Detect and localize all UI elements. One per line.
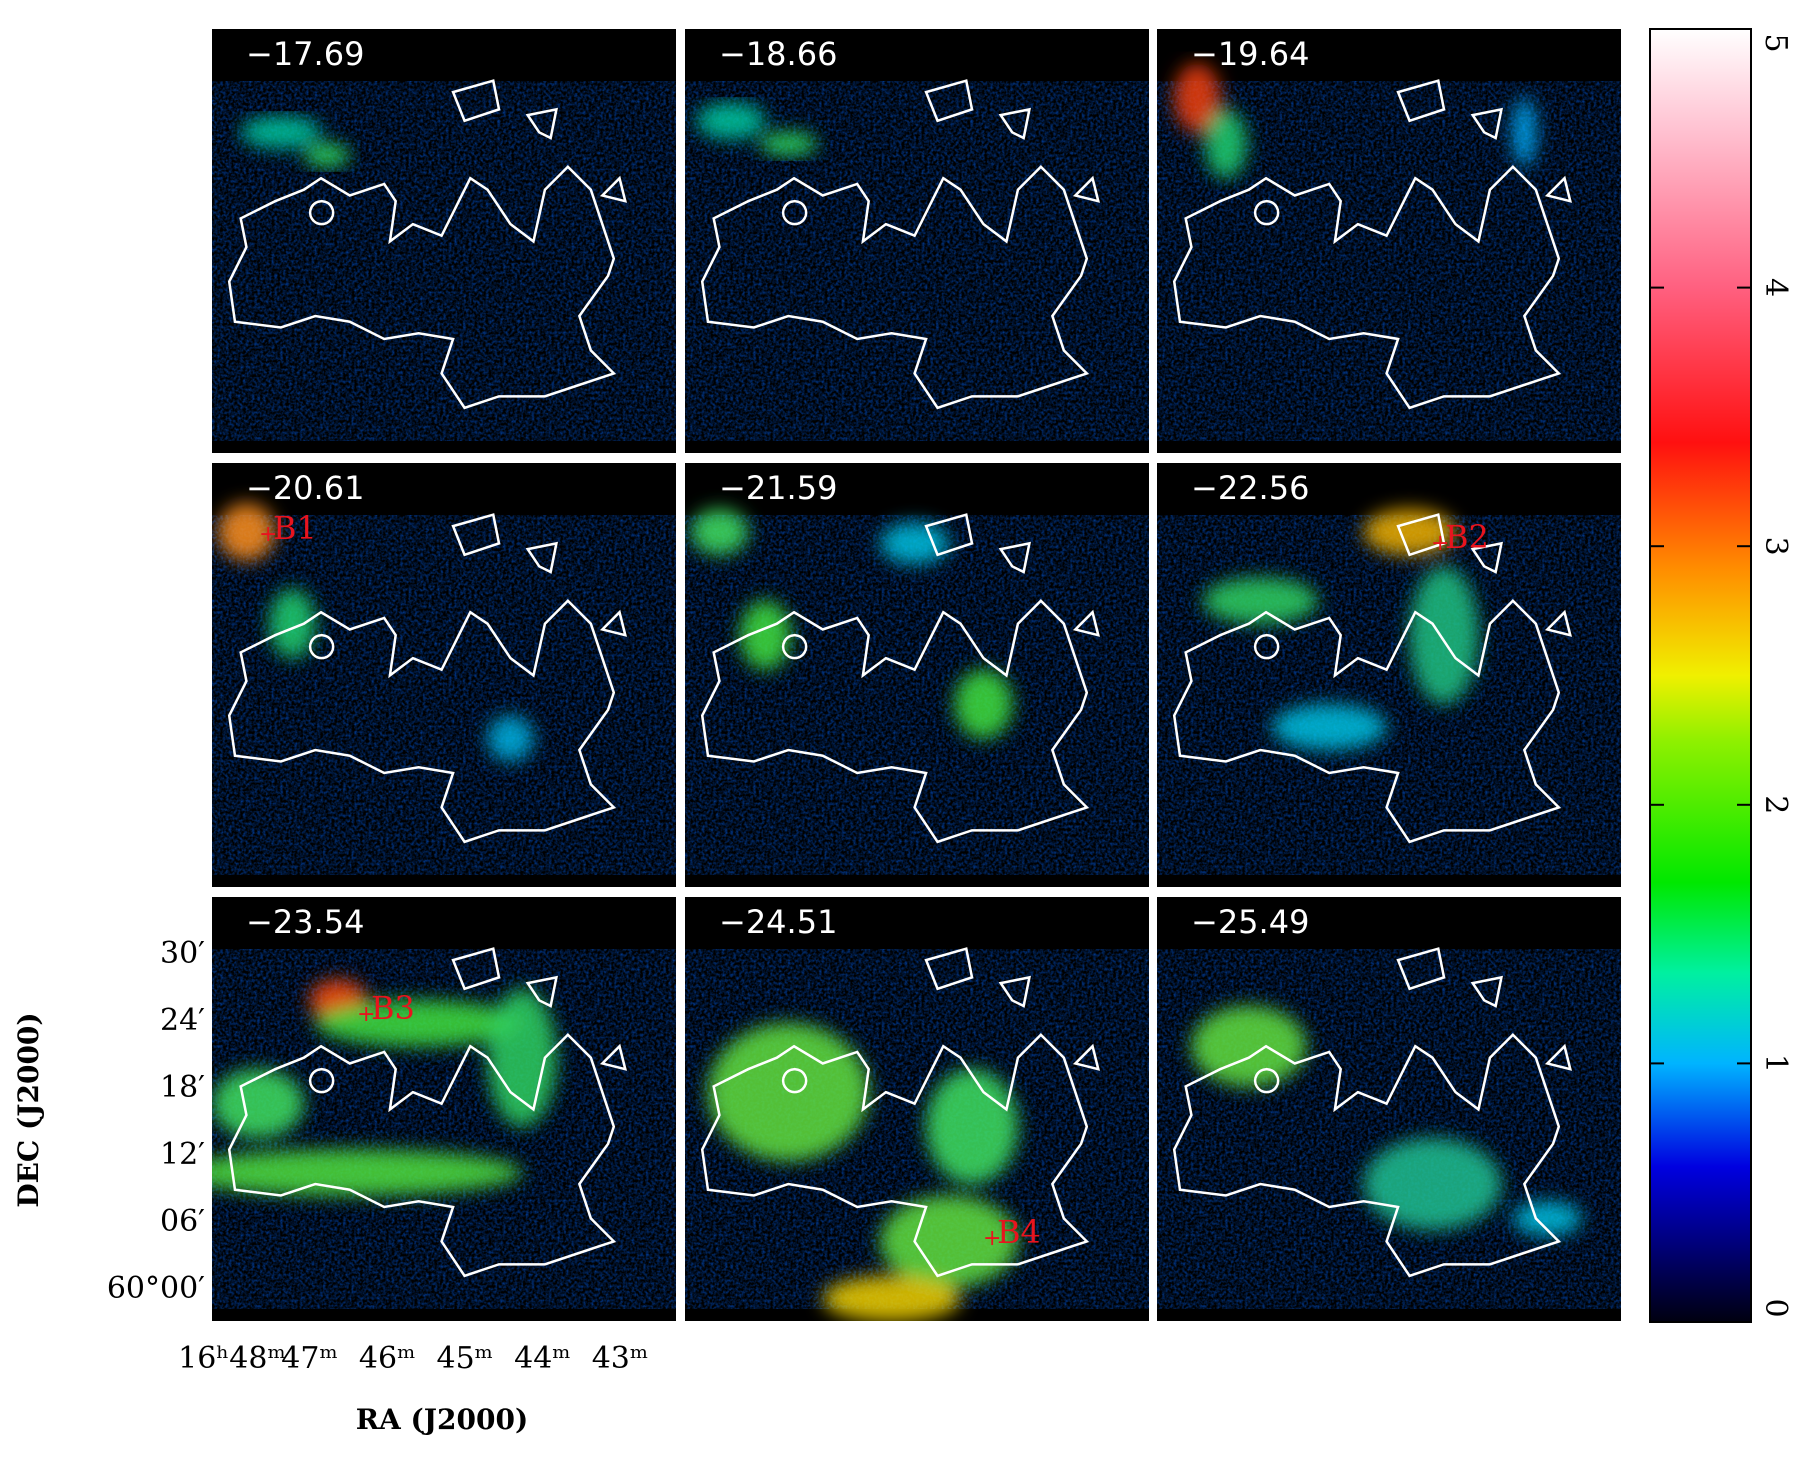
contour [1172,79,1573,410]
y-tick-label: 60°00′ [107,1271,205,1306]
velocity-label: −25.49 [1191,903,1309,941]
contour [700,947,1101,1278]
source-label: B1 [273,509,317,547]
emission-blob [1271,704,1387,750]
emission-blob [690,508,749,555]
emission-blob [217,503,276,561]
emission-blob [707,1023,869,1162]
emission [240,116,350,167]
colorbar-tick-label: 3 [1758,537,1793,556]
emission [212,979,557,1196]
colorbar-tick-label: 4 [1758,278,1793,297]
colorbar-tick-label: 1 [1758,1054,1793,1073]
velocity-label: −23.54 [246,903,364,941]
x-tick-label: 46ᵐ [359,1341,416,1376]
panel: −18.66 [685,29,1149,453]
velocity-label: −24.51 [719,903,837,941]
velocity-label: −22.56 [1191,469,1309,507]
emission-blob [822,1275,961,1321]
source-marker: + [259,522,277,547]
emission-blob [1174,63,1221,133]
emission-blob [212,1149,522,1196]
emission [696,102,818,156]
emission [1202,508,1479,750]
panel: −23.54 +B3 [212,897,676,1321]
source-marker: + [983,1226,1001,1251]
x-tick-label: 16ʰ48ᵐ [178,1341,286,1376]
source-marker: + [1431,531,1449,556]
source-label: B2 [1445,518,1489,556]
source-marker: + [357,1002,375,1027]
x-tick-label: 45ᵐ [437,1341,494,1376]
contour [1172,947,1573,1278]
panel: −25.49 [1157,897,1621,1321]
emission-blob [487,715,534,762]
emission-blob [1363,508,1456,555]
contour [700,513,1101,844]
contour [227,513,628,844]
emission-blob [1191,1006,1307,1087]
x-tick-label: 44ᵐ [514,1341,571,1376]
source-label: B3 [371,989,415,1027]
emission-blob [1202,577,1318,624]
emission-blob [487,988,557,1127]
source-label: B4 [997,1213,1041,1251]
emission-blob [759,132,818,156]
contour [700,79,1101,410]
emission-blob [926,1069,1018,1184]
contour [227,947,628,1278]
y-tick-label: 24′ [160,1003,205,1038]
emission-blob [1363,1138,1502,1230]
colorbar-tick-label: 2 [1758,795,1793,814]
emission [217,503,534,762]
velocity-label: −19.64 [1191,35,1309,73]
colorbar-tick-label: 5 [1758,33,1793,52]
panel: −20.61 +B1 [212,463,676,887]
emission-blob [1205,109,1247,179]
panel: −24.51 +B4 [685,897,1149,1321]
emission-blob [1512,97,1536,167]
panel: −19.64 [1157,29,1621,453]
emission-blob [303,143,350,167]
velocity-label: −20.61 [246,469,364,507]
y-axis-title: DEC (J2000) [12,1012,45,1207]
emission-blob [880,522,950,565]
emission-blob [954,669,1013,739]
emission-noise [1157,949,1621,1309]
y-tick-label: 30′ [160,936,205,971]
emission [690,508,1013,739]
emission-noise [212,515,676,875]
emission-blob [240,116,322,149]
emission-blob [269,589,316,659]
panel: −22.56 +B2 [1157,463,1621,887]
emission-blob [1512,1201,1582,1236]
emission-noise [1157,515,1621,875]
contour [227,79,628,410]
panel: −17.69 [212,29,676,453]
emission-blob [212,1069,304,1139]
velocity-label: −17.69 [246,35,364,73]
emission-noise [685,515,1149,875]
contour [1172,513,1573,844]
colorbar-tick-label: 0 [1758,1298,1793,1317]
x-tick-label: 47ᵐ [281,1341,338,1376]
y-tick-label: 06′ [160,1204,205,1239]
emission-blob [315,1000,522,1047]
emission-noise [685,81,1149,441]
emission-blob [1409,566,1479,705]
x-axis-title: RA (J2000) [356,1403,528,1436]
emission [1174,63,1536,179]
emission-blob [740,600,791,670]
emission [707,1023,1018,1321]
panel: −21.59 [685,463,1149,887]
y-tick-label: 12′ [160,1137,205,1172]
velocity-label: −18.66 [719,35,837,73]
emission-blob [696,102,766,140]
y-tick-label: 18′ [160,1070,205,1105]
colorbar [1649,28,1752,1323]
velocity-label: −21.59 [719,469,837,507]
x-tick-label: 43ᵐ [592,1341,649,1376]
